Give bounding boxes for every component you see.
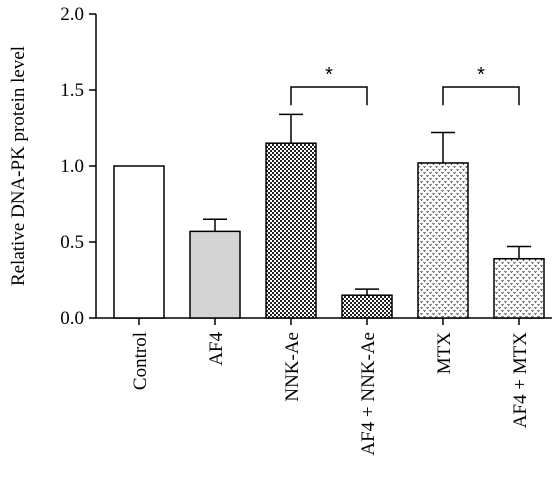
axes: 0.0 0.5 1.0 1.5 2.0	[60, 4, 552, 329]
x-category-label: MTX	[434, 332, 455, 375]
x-category-label: AF4 + NNK-Ae	[358, 332, 379, 456]
bar	[189, 230, 241, 319]
y-tick-label: 1.0	[60, 156, 84, 177]
significance-brackets: * *	[290, 64, 520, 106]
y-tick-label: 2.0	[60, 4, 84, 25]
x-category-label: AF4 + MTX	[510, 332, 531, 429]
significance-bracket	[290, 86, 368, 106]
y-tick-label: 1.5	[60, 80, 84, 101]
bar	[493, 257, 545, 319]
significance-star: *	[477, 64, 485, 86]
significance-star: *	[325, 64, 333, 86]
significance-bracket	[442, 86, 520, 106]
bars	[113, 142, 545, 319]
error-bars	[203, 113, 531, 296]
bar	[113, 165, 165, 319]
y-tick-label: 0.0	[60, 308, 84, 329]
y-tick-label: 0.5	[60, 232, 84, 253]
x-category-label: Control	[130, 332, 151, 390]
bar	[341, 294, 393, 319]
y-axis-label: Relative DNA-PK protein level	[8, 46, 29, 286]
category-labels: Control AF4 NNK-Ae AF4 + NNK-Ae MTX AF4 + MTX	[130, 332, 531, 456]
bar	[417, 162, 469, 319]
x-category-label: NNK-Ae	[282, 332, 303, 402]
x-category-label: AF4	[206, 332, 227, 366]
bar	[265, 142, 317, 319]
